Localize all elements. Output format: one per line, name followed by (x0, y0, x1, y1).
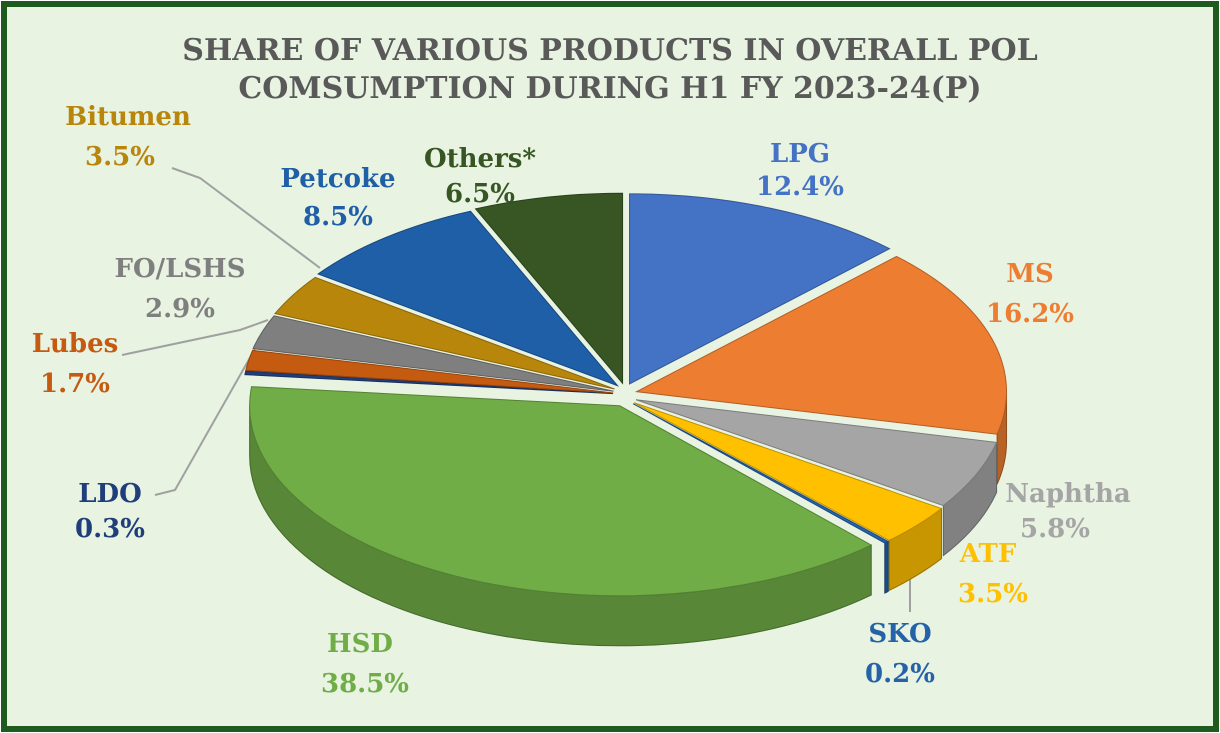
slice (474, 192, 624, 385)
slice-value-label: 3.5% (85, 142, 155, 172)
slice-label: FO/LSHS (114, 254, 245, 284)
slice-value-label: 12.4% (756, 172, 844, 202)
slice (634, 255, 1007, 435)
slice-value-label: 6.5% (445, 179, 515, 209)
slice-label: Others* (424, 144, 536, 174)
slice-label: SKO (868, 619, 931, 649)
slice-value-label: 0.3% (75, 514, 145, 544)
slice-label: HSD (327, 629, 393, 659)
slice-label: Lubes (32, 329, 119, 359)
leader-line (171, 167, 321, 269)
chart-title: SHARE OF VARIOUS PRODUCTS IN OVERALL POL (182, 33, 1037, 68)
slice-value-label: 38.5% (321, 669, 409, 699)
slice-value-label: 16.2% (986, 299, 1074, 329)
slice (244, 370, 614, 395)
slice (252, 315, 614, 392)
slice-label: ATF (959, 539, 1017, 569)
slice (245, 349, 614, 394)
slice-label: LPG (770, 139, 830, 169)
slice-label: LDO (78, 479, 141, 509)
slice (249, 386, 873, 597)
leader-line (121, 319, 269, 356)
slice-side (884, 540, 889, 594)
slice-value-label: 8.5% (303, 202, 373, 232)
slice (629, 193, 891, 385)
slice-value-label: 2.9% (145, 294, 215, 324)
slice-label: MS (1006, 259, 1054, 289)
slice-value-label: 0.2% (865, 659, 935, 689)
slice (635, 399, 998, 507)
slice (633, 402, 943, 541)
slice-label: Naphtha (1005, 479, 1131, 509)
slice-label: Petcoke (280, 164, 395, 194)
slice-value-label: 1.7% (40, 369, 110, 399)
leader-lines (121, 167, 911, 612)
slice (274, 276, 615, 390)
slice (632, 403, 890, 544)
chart-title: COMSUMPTION DURING H1 FY 2023-24(P) (238, 71, 981, 106)
slice-label: Bitumen (65, 102, 191, 132)
slice-value-label: 5.8% (1020, 514, 1090, 544)
slice-value-label: 3.5% (958, 579, 1028, 609)
slice (317, 210, 620, 387)
leader-line (154, 339, 261, 496)
